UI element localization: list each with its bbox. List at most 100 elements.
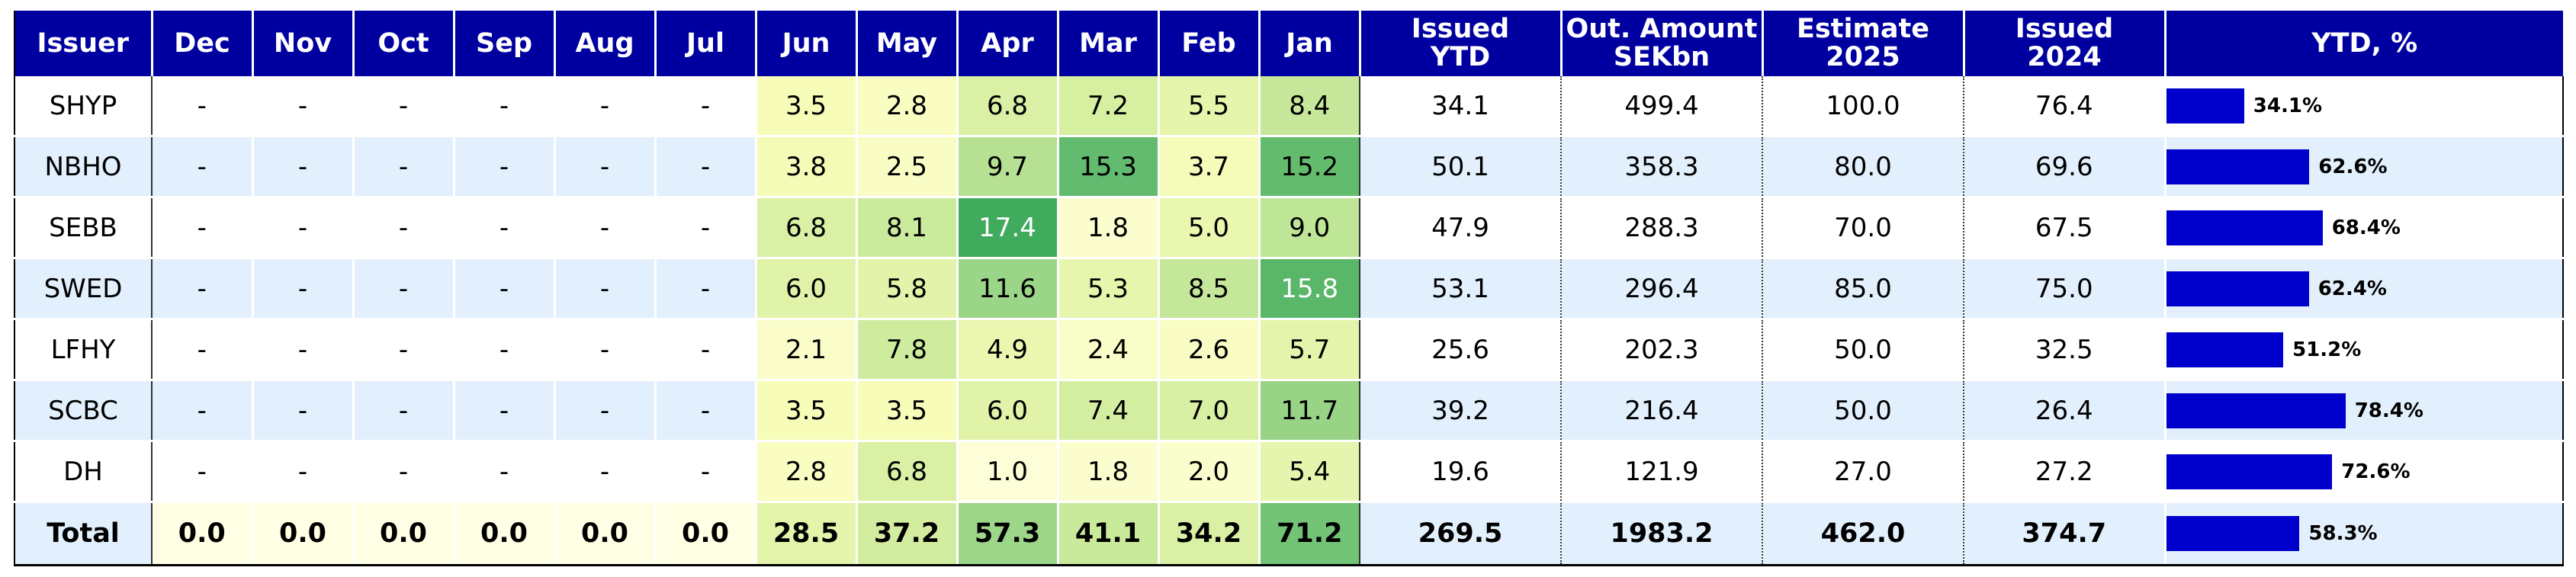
month-cell-may: 5.8	[856, 258, 959, 320]
month-cell-aug: -	[554, 380, 657, 442]
month-cell-nov: -	[252, 441, 355, 503]
month-cell-jun: 6.0	[756, 258, 858, 320]
estimate-cell: 27.0	[1762, 441, 1964, 503]
month-cell-dec: -	[152, 136, 254, 198]
ytd-bar	[2166, 210, 2323, 245]
out-amount-cell: 296.4	[1561, 258, 1763, 320]
month-cell-jul: -	[655, 258, 757, 320]
header-estimate-line1: Estimate	[1796, 14, 1930, 44]
issuance-table: Issuer Dec Nov Oct Sep Aug Jul Jun May A…	[14, 11, 2564, 566]
ytd-bar	[2166, 454, 2333, 489]
out-amount-cell: 202.3	[1561, 319, 1763, 381]
month-cell-mar: 7.4	[1058, 380, 1160, 442]
month-cell-oct: -	[353, 258, 455, 320]
header-issuer: Issuer	[14, 11, 153, 76]
month-cell-nov: -	[252, 319, 355, 381]
month-cell-feb: 7.0	[1158, 380, 1261, 442]
month-cell-sep: -	[454, 441, 556, 503]
month-cell-dec: 0.0	[152, 501, 254, 566]
header-out-amount-line2: SEKbn	[1613, 42, 1710, 72]
month-cell-mar: 2.4	[1058, 319, 1160, 381]
header-ytd-pct: YTD, %	[2165, 11, 2563, 76]
month-cell-jun: 3.8	[756, 136, 858, 198]
issuer-cell: SEBB	[14, 197, 153, 259]
header-month-sep: Sep	[454, 11, 556, 76]
month-cell-jun: 3.5	[756, 76, 858, 137]
issued-prev-cell: 26.4	[1964, 380, 2166, 442]
month-cell-apr: 17.4	[957, 197, 1059, 259]
month-cell-apr: 9.7	[957, 136, 1059, 198]
month-cell-aug: -	[554, 441, 657, 503]
month-cell-jun: 2.1	[756, 319, 858, 381]
month-cell-jan: 11.7	[1259, 380, 1360, 442]
header-month-jul: Jul	[655, 11, 757, 76]
month-cell-jan: 8.4	[1259, 76, 1360, 137]
total-label: Total	[14, 501, 153, 566]
month-cell-dec: -	[152, 319, 254, 381]
issuer-cell: SWED	[14, 258, 153, 320]
out-amount-cell: 1983.2	[1561, 501, 1763, 566]
table-row: SHYP - - - - - -3.5 2.8 6.8 7.2 5.5 8.4 34.1 499.4 100…	[14, 76, 2564, 137]
header-row: Issuer Dec Nov Oct Sep Aug Jul Jun May A…	[14, 11, 2563, 76]
month-cell-jul: -	[655, 380, 757, 442]
estimate-cell: 85.0	[1762, 258, 1964, 320]
month-cell-jul: -	[655, 76, 757, 137]
header-issued-prev-line1: Issued	[2015, 14, 2114, 44]
month-cell-sep: -	[454, 136, 556, 198]
month-cell-may: 3.5	[856, 380, 959, 442]
month-cell-jul: -	[655, 319, 757, 381]
month-cell-oct: -	[353, 319, 455, 381]
month-cell-jan: 5.7	[1259, 319, 1360, 381]
out-amount-cell: 216.4	[1561, 380, 1763, 442]
ytd-bar-label: 78.4%	[2354, 399, 2423, 422]
month-cell-feb: 5.5	[1158, 76, 1261, 137]
estimate-cell: 462.0	[1762, 501, 1964, 566]
ytd-bar	[2166, 393, 2346, 428]
ytd-bar	[2166, 271, 2309, 306]
ytd-bar	[2166, 332, 2284, 367]
month-cell-mar: 5.3	[1058, 258, 1160, 320]
header-issued-ytd-line2: YTD	[1430, 42, 1491, 72]
month-cell-oct: 0.0	[353, 501, 455, 566]
month-cell-jan: 15.2	[1259, 136, 1360, 198]
header-issued-prev: Issued 2024	[1964, 11, 2166, 76]
month-cell-nov: -	[252, 380, 355, 442]
out-amount-cell: 358.3	[1561, 136, 1763, 198]
month-cell-aug: -	[554, 197, 657, 259]
table-row: NBHO - - - - - -3.8 2.5 9.7 15.3 3.7 15.2 50.1 358.3 8…	[14, 136, 2564, 198]
month-cell-may: 6.8	[856, 441, 959, 503]
month-cell-aug: -	[554, 76, 657, 137]
issued-prev-cell: 69.6	[1964, 136, 2166, 198]
table-row: DH - - - - - -2.8 6.8 1.0 1.8 2.0 5.4 19.6 121.9 27.0 2…	[14, 441, 2564, 503]
month-cell-apr: 4.9	[957, 319, 1059, 381]
month-cell-jan: 71.2	[1259, 501, 1360, 566]
header-month-aug: Aug	[554, 11, 657, 76]
header-issued-prev-line2: 2024	[2027, 42, 2102, 72]
month-cell-mar: 1.8	[1058, 441, 1160, 503]
header-month-jun: Jun	[756, 11, 858, 76]
header-estimate: Estimate 2025	[1762, 11, 1965, 76]
month-cell-apr: 6.8	[957, 76, 1059, 137]
month-cell-mar: 7.2	[1058, 76, 1160, 137]
month-cell-may: 8.1	[856, 197, 959, 259]
ytd-bar-cell: 34.1%	[2164, 76, 2564, 137]
issuer-cell: SHYP	[14, 76, 153, 137]
ytd-bar-label: 62.4%	[2317, 277, 2387, 300]
month-cell-may: 2.5	[856, 136, 959, 198]
header-month-may: May	[856, 11, 959, 76]
month-cell-dec: -	[152, 380, 254, 442]
issued-prev-cell: 374.7	[1964, 501, 2166, 566]
ytd-bar-cell: 68.4%	[2164, 197, 2564, 259]
issued-prev-cell: 32.5	[1964, 319, 2166, 381]
month-cell-oct: -	[353, 76, 455, 137]
issuer-cell: LFHY	[14, 319, 153, 381]
ytd-bar	[2166, 149, 2310, 184]
month-cell-jun: 2.8	[756, 441, 858, 503]
issued-prev-cell: 75.0	[1964, 258, 2166, 320]
month-cell-jun: 6.8	[756, 197, 858, 259]
month-cell-feb: 34.2	[1158, 501, 1261, 566]
table-body: SHYP - - - - - -3.5 2.8 6.8 7.2 5.5 8.4 34.1 499.4 100…	[14, 76, 2564, 566]
month-cell-aug: 0.0	[554, 501, 657, 566]
table-row: LFHY - - - - - -2.1 7.8 4.9 2.4 2.6 5.7 25.6 202.3 50.…	[14, 319, 2564, 381]
month-cell-dec: -	[152, 76, 254, 137]
